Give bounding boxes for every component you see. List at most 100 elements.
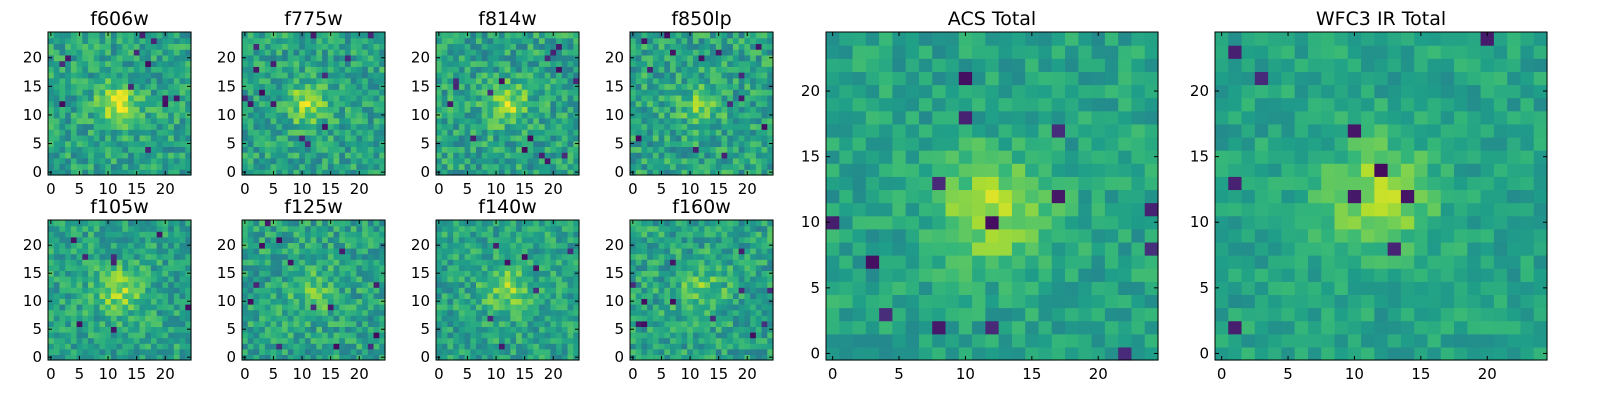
heatmap-cell [53,112,61,119]
heatmap-cell [510,37,517,45]
heatmap-cell [441,337,449,344]
heatmap-cell [293,146,300,153]
heatmap-cell [379,253,386,260]
heatmap-cell [658,106,665,113]
heatmap-cell [738,320,745,327]
heatmap-cell [59,83,66,90]
heatmap-cell [327,259,335,266]
heatmap-cell [670,77,677,85]
heatmap-cell [59,37,66,45]
heatmap-cell [738,157,745,165]
heatmap-cell [453,281,460,288]
heatmap-cell [527,37,534,45]
heatmap-cell [264,326,272,333]
heatmap-cell [692,117,700,125]
heatmap-cell [162,54,169,62]
heatmap-cell [755,354,763,361]
heatmap-cell [282,66,289,73]
heatmap-cell [692,66,700,73]
heatmap-cell [304,83,312,90]
heatmap-cell [304,43,312,50]
heatmap-cell [464,49,471,56]
heatmap-cell [567,112,574,119]
heatmap-cell [150,326,158,333]
heatmap-cell [687,332,694,339]
heatmap-cell [122,157,129,165]
y-tick-label: 15 [411,77,430,95]
heatmap-cell [544,304,551,311]
heatmap-cell [179,253,186,260]
heatmap-cell [304,134,312,142]
heatmap-cell [179,320,186,327]
heatmap-cell [544,117,551,125]
heatmap-cell [168,54,175,62]
heatmap-cell [299,264,306,271]
heatmap-cell [156,337,163,344]
heatmap-cell [133,315,141,322]
heatmap-cell [344,343,352,350]
heatmap-cell [185,106,192,113]
heatmap-cell [82,270,89,277]
heatmap-cell [293,348,300,355]
heatmap-cell [168,60,175,67]
heatmap-cell [561,236,569,243]
heatmap-cell [53,343,61,350]
heatmap-cell [635,129,643,136]
heatmap-cell [128,123,135,130]
heatmap-cell [150,83,158,90]
heatmap-cell [327,94,335,102]
heatmap-cell [339,146,346,153]
heatmap-cell [493,287,500,294]
heatmap-cell [681,309,688,316]
heatmap-cell [133,94,141,102]
heatmap-cell [504,332,511,339]
heatmap-cell [282,32,289,39]
heatmap-cell [53,287,61,294]
heatmap-cell [476,94,483,102]
heatmap-cell [293,112,300,119]
heatmap-cell [493,146,500,153]
heatmap-cell [453,354,460,361]
heatmap-cell [322,37,329,45]
heatmap-cell [173,117,181,125]
heatmap-cell [755,281,763,288]
heatmap-cell [293,140,300,147]
heatmap-cell [470,49,477,56]
heatmap-cell [458,163,466,170]
heatmap-cell [493,163,500,170]
heatmap-cell [470,152,477,159]
heatmap-cell [516,49,523,56]
heatmap-cell [162,100,169,107]
heatmap-cell [264,32,272,39]
heatmap-cell [544,89,551,96]
heatmap-cell [333,320,340,327]
heatmap-cell [476,337,483,344]
heatmap-cell [721,140,728,147]
heatmap-cell [304,343,312,350]
heatmap-cell [48,37,55,45]
heatmap-cell [339,236,346,243]
heatmap-cell [767,146,774,153]
heatmap-cell [561,326,569,333]
heatmap-cell [658,83,665,90]
heatmap-cell [122,54,129,62]
axes-frame [435,31,580,176]
heatmap-cell [732,326,740,333]
heatmap-cell [322,100,329,107]
heatmap-cell [635,287,643,294]
heatmap-cell [561,77,569,85]
heatmap-cell [767,106,774,113]
heatmap-cell [367,169,375,176]
heatmap-cell [316,343,323,350]
heatmap-cell [150,49,158,56]
heatmap-cell [53,259,61,266]
heatmap-cell [732,146,740,153]
heatmap-cell [259,37,266,45]
heatmap-cell [310,259,317,266]
heatmap-cell [122,32,129,39]
heatmap-cell [116,129,123,136]
heatmap-cell [299,100,306,107]
heatmap-cell [664,332,671,339]
heatmap-cell [379,77,386,85]
heatmap-cell [510,152,517,159]
